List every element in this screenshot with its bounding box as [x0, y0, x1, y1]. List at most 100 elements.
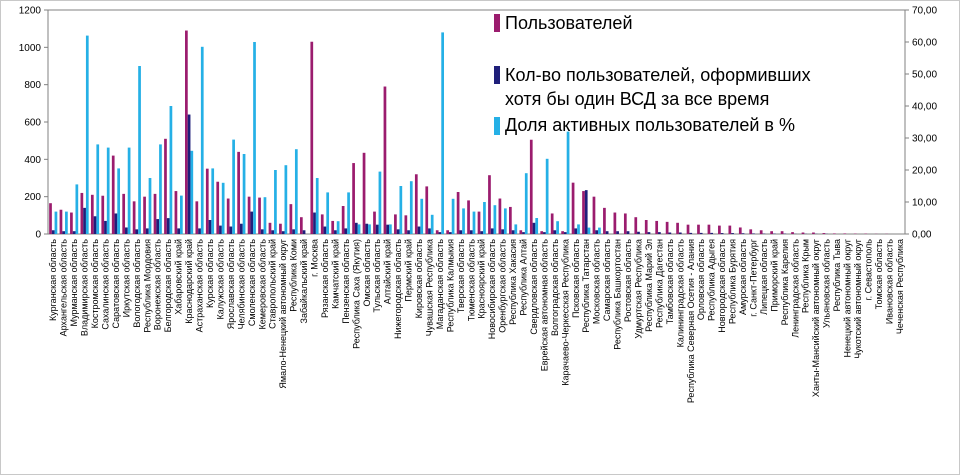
bar-users — [394, 214, 397, 234]
bar-vsd-users — [490, 228, 494, 234]
bar-vsd-users — [344, 228, 348, 234]
bar-vsd-users — [260, 229, 264, 234]
category-label: Республика Мордовия — [142, 239, 152, 333]
bar-active-share — [514, 224, 518, 234]
bar-active-share — [598, 227, 601, 234]
bar-vsd-users — [543, 232, 546, 234]
legend-swatch-share — [494, 117, 500, 135]
bar-vsd-users — [469, 230, 473, 234]
category-label: Республика Бурятия — [728, 239, 738, 324]
y-tick-label: 1000 — [19, 43, 42, 54]
category-label: Курская область — [205, 239, 215, 308]
category-label: Республика Карелия — [780, 239, 790, 325]
bar-vsd-users — [689, 232, 693, 234]
bar-vsd-users — [407, 230, 410, 234]
bar-vsd-users — [438, 232, 442, 234]
bar-users — [362, 152, 366, 234]
category-label: Красноярский край — [477, 239, 487, 319]
category-label: Республика Северная Осетия - Алания — [686, 239, 696, 403]
bar-vsd-users — [93, 216, 97, 234]
bar-vsd-users — [219, 225, 222, 234]
bar-users — [467, 200, 470, 234]
y2-tick-label: 0,00 — [912, 230, 932, 241]
bar-vsd-users — [459, 230, 463, 234]
category-label: Республика Дагестан — [654, 239, 664, 328]
bar-users — [435, 230, 439, 234]
bar-vsd-users — [51, 230, 55, 234]
category-label: Волгоградская область — [550, 239, 560, 336]
category-label: Московская область — [592, 239, 602, 324]
bar-active-share — [577, 224, 580, 234]
bar-users — [676, 222, 679, 234]
category-label: Республика Адыгея — [707, 239, 717, 321]
bar-active-share — [451, 198, 455, 234]
category-label: Новгородская область — [717, 239, 727, 333]
bar-users — [477, 211, 481, 234]
y-tick-label: 200 — [24, 192, 41, 203]
bar-active-share — [566, 131, 570, 234]
category-label: Карачаево-Черкесская Республика — [560, 239, 570, 386]
bar-vsd-users — [125, 227, 128, 234]
bar-active-share — [221, 182, 225, 234]
bar-active-share — [138, 66, 141, 234]
bar-users — [832, 233, 836, 234]
category-label: Магаданская область — [435, 239, 445, 330]
bar-vsd-users — [198, 228, 201, 234]
left-axis: 0 200 400 600 800 1000 1200 — [19, 6, 48, 241]
category-label: Республика Крым — [801, 239, 811, 313]
bar-vsd-users — [104, 220, 107, 234]
bar-vsd-users — [595, 230, 599, 234]
bar-vsd-users — [145, 228, 149, 234]
bar-users — [571, 182, 575, 234]
bar-users — [185, 30, 188, 235]
bar-users — [749, 229, 753, 234]
bar-active-share — [253, 42, 256, 234]
bar-users — [122, 193, 126, 234]
bar-vsd-users — [177, 228, 180, 234]
bar-vsd-users — [449, 232, 452, 234]
category-label: Еврейская автономная область — [539, 239, 549, 372]
category-label: Республика Татарстан — [581, 239, 591, 333]
legend: Пользователей Кол-во пользователей, офор… — [494, 13, 811, 135]
bar-vsd-users — [396, 229, 400, 234]
bar-users — [237, 151, 240, 234]
category-label: Республика Башкортостан — [613, 239, 623, 350]
bar-users — [592, 196, 596, 234]
bar-users — [456, 192, 460, 234]
category-label: Рязанская область — [320, 239, 330, 318]
y-tick-label: 400 — [24, 155, 41, 166]
category-label: Мурманская область — [69, 239, 79, 327]
bar-users — [49, 203, 52, 234]
category-label: Тульская область — [372, 239, 382, 313]
bar-users — [561, 231, 564, 234]
bar-vsd-users — [72, 231, 76, 234]
category-label: Ульяновская область — [822, 239, 832, 328]
bar-users — [582, 191, 585, 234]
bar-active-share — [148, 178, 152, 234]
bar-active-share — [357, 224, 361, 234]
bar-vsd-users — [501, 229, 504, 234]
bar-active-share — [378, 171, 382, 234]
bar-active-share — [389, 224, 392, 234]
bar-users — [770, 231, 774, 234]
bar-vsd-users — [156, 219, 160, 234]
bar-users — [623, 213, 627, 234]
category-label: г. Москва — [310, 239, 320, 277]
bar-active-share — [54, 211, 58, 234]
bar-active-share — [524, 173, 528, 234]
bar-vsd-users — [658, 232, 661, 234]
right-axis: 0,00 10,00 20,00 30,00 40,00 50,00 60,00 70,00 — [905, 6, 937, 241]
bar-vsd-users — [323, 226, 327, 234]
category-labels: Курганская область Архангельская область М… — [48, 238, 905, 403]
bar-active-share — [347, 192, 350, 234]
y2-tick-label: 10,00 — [912, 198, 937, 209]
legend-label-share: Доля активных пользователей в % — [505, 115, 795, 135]
bar-users — [111, 155, 115, 234]
y2-tick-label: 20,00 — [912, 166, 937, 177]
bar-vsd-users — [741, 233, 745, 234]
category-label: Тамбовская область — [665, 239, 675, 325]
bar-users — [383, 86, 387, 235]
bar-vsd-users — [354, 222, 358, 234]
bar-users — [550, 213, 554, 234]
